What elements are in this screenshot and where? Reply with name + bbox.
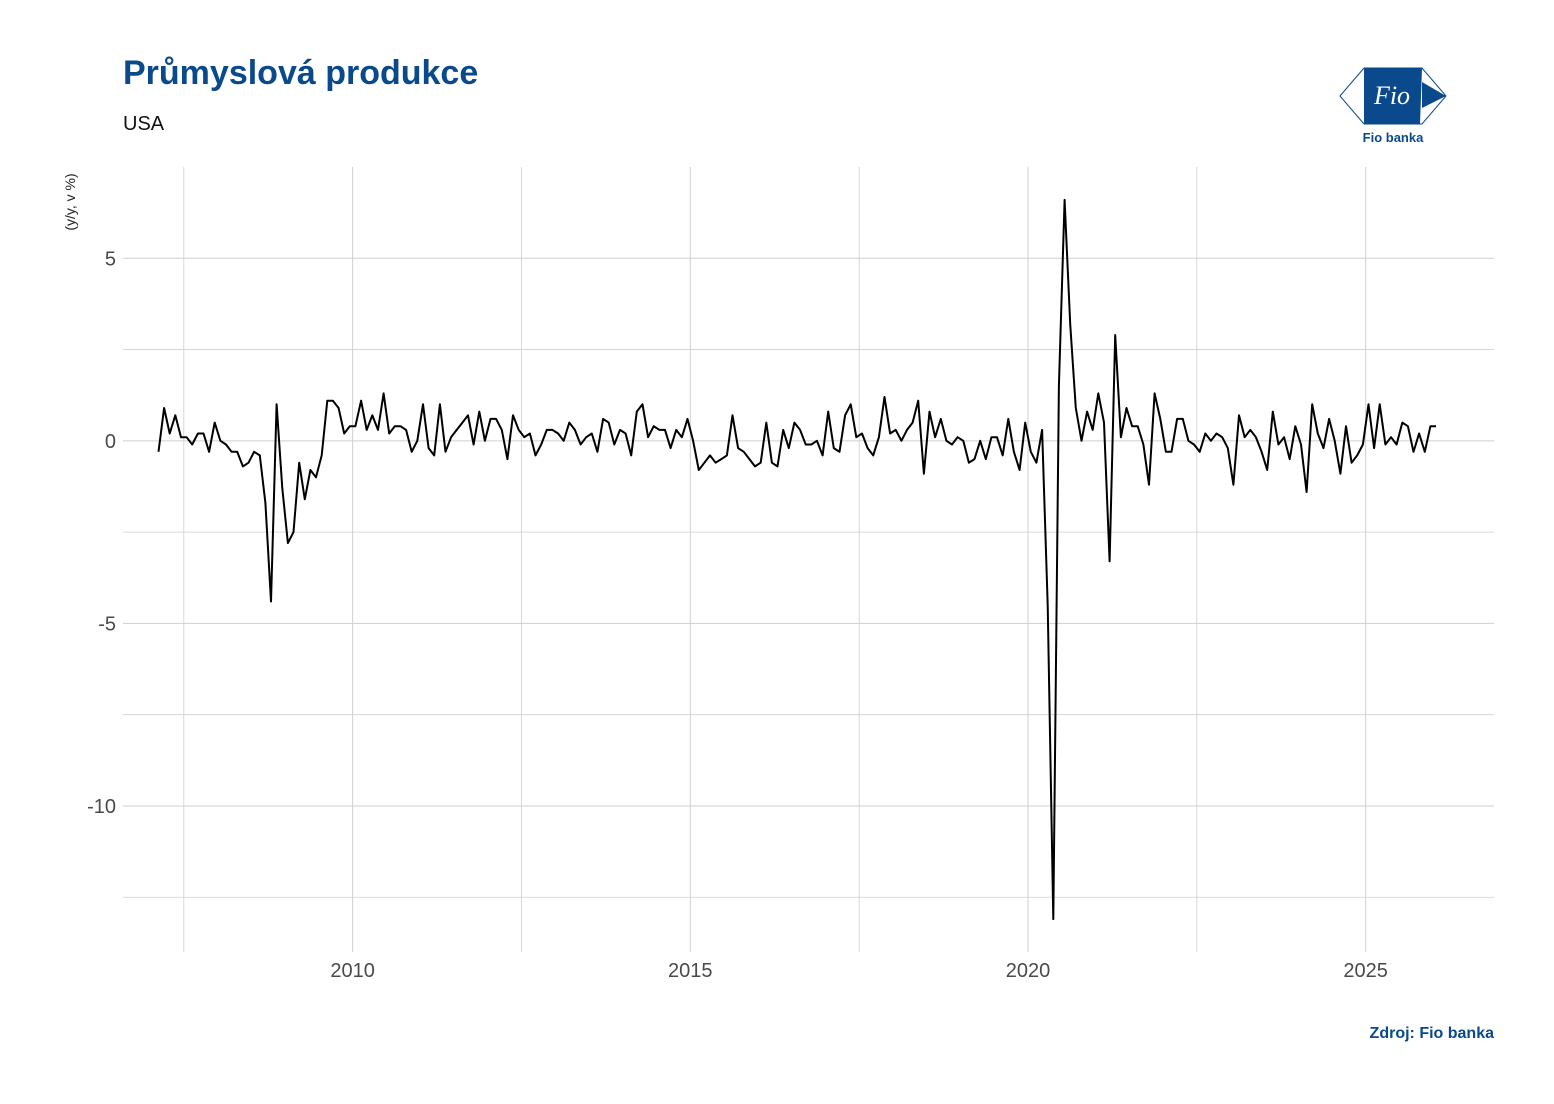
x-axis-ticks: 2010 2015 2020 2025	[330, 960, 1388, 982]
y-tick-label: -5	[98, 613, 116, 635]
logo-mark-text: Fio	[1373, 81, 1410, 110]
series-line	[157, 198, 1436, 921]
y-tick-label: 5	[105, 248, 116, 270]
chart-title: Průmyslová produkce	[123, 54, 479, 92]
y-axis-ticks: 5 0 -5 -10	[87, 248, 116, 818]
fio-banka-logo: Fio Fio banka	[1334, 62, 1452, 146]
source-note: Zdroj: Fio banka	[1369, 1025, 1494, 1042]
major-gridlines	[123, 167, 1494, 952]
logo-label: Fio banka	[1362, 130, 1424, 145]
x-tick-label: 2015	[668, 960, 713, 982]
minor-gridlines	[123, 167, 1494, 952]
x-tick-label: 2020	[1006, 960, 1051, 982]
chart-subtitle: USA	[123, 113, 165, 135]
x-tick-label: 2025	[1343, 960, 1388, 982]
x-tick-label: 2010	[330, 960, 375, 982]
y-tick-label: 0	[105, 431, 116, 453]
fio-flag-icon: Fio	[1339, 67, 1447, 125]
y-tick-label: -10	[87, 796, 116, 818]
